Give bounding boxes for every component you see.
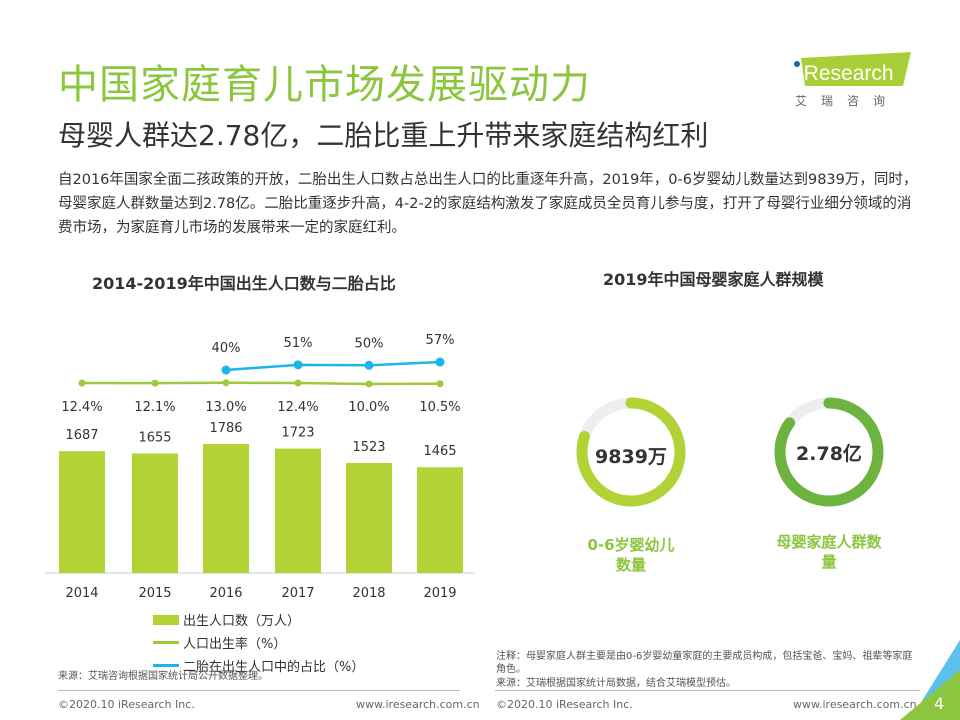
legend-item-second-child: 二胎在出生人口中的占比（%） (153, 656, 364, 675)
page-title: 中国家庭育儿市场发展驱动力 (58, 62, 591, 108)
footer-copyright: ©2020.10 iResearch Inc. (58, 698, 195, 711)
second-child-point (435, 357, 445, 367)
x-tick-label: 2018 (352, 586, 385, 601)
logo-cn-text: 艾瑞咨询 (795, 94, 900, 108)
birth-rate-label: 10.5% (419, 400, 460, 415)
page-subtitle: 母婴人群达2.78亿，二胎比重上升带来家庭结构红利 (58, 119, 709, 152)
x-tick-label: 2015 (138, 586, 171, 601)
bar-2019 (417, 467, 463, 573)
chart-title-right: 2019年中国母婴家庭人群规模 (603, 270, 824, 289)
x-tick-label: 2017 (281, 586, 314, 601)
donut-value-families: 2.78亿 (796, 443, 862, 465)
footer-url: www.iresearch.com.cn (356, 698, 480, 711)
bar-2014 (59, 451, 105, 573)
donut-label-infants: 0-6岁婴幼儿数量 (587, 536, 675, 574)
birth-rate-point (151, 379, 159, 387)
intro-paragraph: 自2016年国家全面二孩政策的开放，二胎出生人口数占总出生人口的比重逐年升高，2… (58, 172, 918, 236)
bar-label: 1655 (138, 431, 171, 446)
bar-2017 (275, 448, 321, 573)
bar-label: 1523 (352, 440, 385, 455)
corner-decoration (900, 640, 960, 720)
bar-label: 1687 (65, 428, 98, 443)
birth-rate-point (294, 379, 302, 387)
donut-value-infants: 9839万 (595, 446, 667, 468)
source-right: 来源：艾瑞根据国家统计局数据，结合艾瑞模型预估。 (496, 678, 736, 689)
footer-copyright: ©2020.10 iResearch Inc. (496, 698, 633, 711)
birth-rate-label: 12.4% (61, 400, 102, 415)
donut-charts (576, 397, 884, 507)
birth-rate-label: 12.1% (134, 400, 175, 415)
note-right: 注释：母婴家庭人群主要是由0-6岁婴幼童家庭的主要成员构成，包括宝爸、宝妈、祖辈… (496, 651, 913, 675)
bar-2018 (346, 463, 392, 573)
footer-url: www.iresearch.com.cn (793, 698, 917, 711)
legend: 出生人口数（万人） 人口出生率（%） 二胎在出生人口中的占比（%） (153, 610, 364, 675)
bar-label: 1786 (209, 421, 242, 436)
second-child-label: 51% (284, 336, 313, 351)
x-tick-label: 2019 (423, 586, 456, 601)
birth-rate-label: 13.0% (205, 400, 246, 415)
legend-line-swatch (153, 641, 179, 644)
legend-label: 出生人口数（万人） (183, 614, 301, 629)
legend-label: 人口出生率（%） (183, 637, 287, 652)
birth-rate-point (78, 379, 86, 387)
source-left: 来源：艾瑞咨询根据国家统计局公开数据整理。 (58, 671, 268, 682)
legend-item-birthrate: 人口出生率（%） (153, 633, 364, 652)
second-child-line (225, 360, 441, 372)
donut-arc (576, 397, 686, 507)
x-tick-label: 2016 (209, 586, 242, 601)
donut-arc (774, 397, 884, 507)
legend-line-swatch (153, 664, 179, 667)
birth-rate-point (365, 380, 373, 388)
birth-rate-label: 12.4% (277, 400, 318, 415)
page-number: 4 (934, 694, 945, 713)
second-child-point (364, 360, 374, 370)
iresearch-logo: iResearch (793, 52, 911, 86)
donut-label-families: 母婴家庭人群数量 (776, 533, 882, 571)
legend-item-births: 出生人口数（万人） (153, 610, 364, 629)
second-child-label: 57% (426, 333, 455, 348)
second-child-label: 40% (212, 341, 241, 356)
birth-rate-point (222, 379, 230, 387)
bar-label: 1723 (281, 426, 314, 441)
second-child-label: 50% (355, 336, 384, 351)
chart-title-left: 2014-2019年中国出生人口数与二胎占比 (92, 274, 396, 293)
bar-label: 1465 (423, 444, 456, 459)
divider (58, 690, 460, 691)
legend-label: 二胎在出生人口中的占比（%） (183, 660, 365, 675)
birth-rate-point (436, 380, 444, 388)
divider (495, 690, 920, 691)
birth-rate-label: 10.0% (348, 400, 389, 415)
second-child-point (221, 365, 231, 375)
bar-2015 (132, 453, 178, 573)
svg-text:iResearch: iResearch (799, 62, 894, 85)
bar-2016 (203, 444, 249, 573)
bar-line-chart: 1687 2014 1655 2015 1786 2016 1723 2017 1523 2018… (45, 333, 475, 601)
legend-bar-swatch (153, 614, 179, 625)
x-tick-label: 2014 (65, 586, 98, 601)
birth-rate-line (81, 381, 441, 386)
second-child-point (293, 360, 303, 370)
